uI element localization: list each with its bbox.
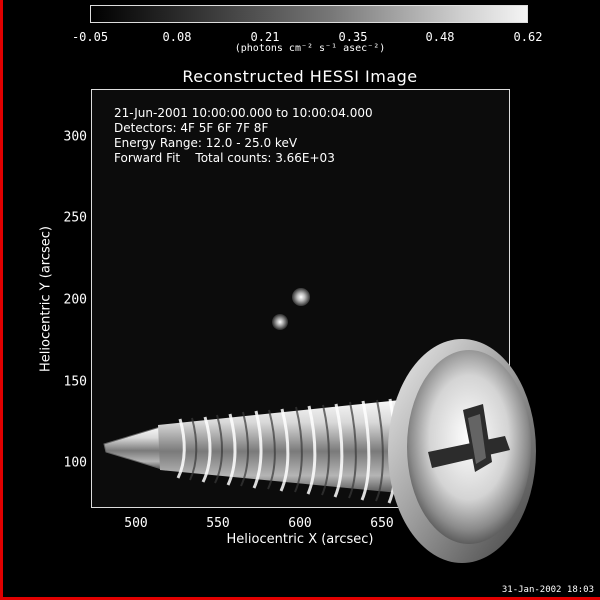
intensity-colorbar [90,5,528,23]
y-tick-label: 300 [63,129,87,145]
fit-counts-text: Forward Fit Total counts: 3.66E+03 [114,151,335,165]
y-tick-label: 150 [63,374,87,390]
left-red-border [0,0,3,600]
detectors-text: Detectors: 4F 5F 6F 7F 8F [114,121,269,135]
x-tick-label: 550 [206,516,230,531]
bottom-red-border [0,597,600,600]
source-2 [272,314,288,330]
time-range-text: 21-Jun-2001 10:00:00.000 to 10:00:04.000 [114,106,373,120]
datestamp: 31-Jan-2002 18:03 [501,585,594,595]
colorbar-tick-label: 0.21 [250,30,280,44]
x-axis-label: Heliocentric X (arcsec) [226,532,374,547]
y-tick-label: 200 [63,292,87,308]
colorbar-units-label: (photons cm⁻² s⁻¹ asec⁻²) [234,43,386,54]
colorbar-tick-label: -0.05 [71,30,109,44]
plot-title: Reconstructed HESSI Image [182,67,418,86]
y-tick-label: 250 [63,210,87,226]
y-tick-label: 100 [63,455,87,471]
screw-drill-tip [103,426,166,471]
colorbar-tick-label: 0.48 [425,30,455,44]
x-tick-label: 500 [124,516,148,531]
energy-range-text: Energy Range: 12.0 - 25.0 keV [114,136,298,150]
colorbar-tick-label: 0.35 [338,30,368,44]
x-tick-label: 650 [370,516,394,531]
colorbar-tick-label: 0.62 [513,30,543,44]
source-1 [292,288,310,306]
colorbar-tick-label: 0.08 [162,30,192,44]
x-tick-label: 600 [288,516,312,531]
